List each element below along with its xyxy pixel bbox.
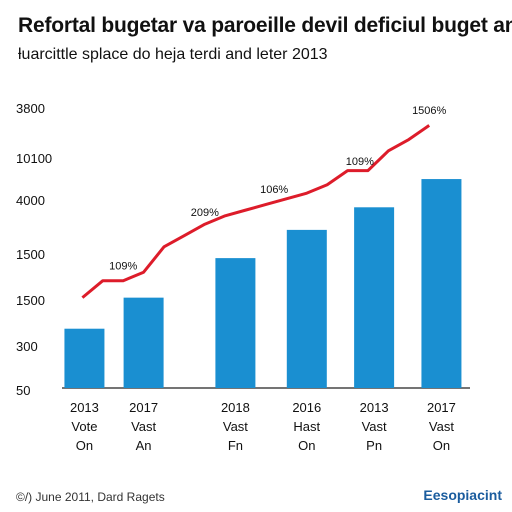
x-tick-label: 2013	[360, 400, 389, 415]
data-label: 209%	[191, 207, 219, 219]
data-label: 106%	[260, 184, 288, 196]
bar	[286, 229, 327, 388]
footer-credit: ©/) June 2011, Dard Ragets	[16, 490, 165, 504]
x-tick-label: Vast	[362, 419, 387, 434]
x-tick-label: On	[298, 438, 315, 453]
x-tick-label: An	[136, 438, 152, 453]
y-tick-label: 4000	[16, 193, 45, 208]
footer-brand: Eesopiacint	[423, 487, 502, 503]
bar-line-chart: 3800 10100 4000 1500 1500 300 50 2013 Vote On 2017…	[16, 101, 470, 453]
x-tick-label: Vast	[131, 419, 156, 434]
bar	[215, 258, 256, 388]
x-tick-label: Hast	[293, 419, 320, 434]
x-tick-label: 2018	[221, 400, 250, 415]
chart-title: Refortal bugetar va paroeille devil defi…	[18, 14, 512, 37]
x-tick-label: Pn	[366, 438, 382, 453]
y-tick-label: 10100	[16, 151, 52, 166]
line-series	[81, 124, 431, 299]
bar	[123, 297, 164, 388]
x-tick-label: Vast	[429, 419, 454, 434]
x-tick-label: 2013	[70, 400, 99, 415]
y-tick-label: 300	[16, 339, 38, 354]
x-tick-label: Vote	[71, 419, 97, 434]
bar	[64, 328, 105, 388]
data-label: 109%	[346, 156, 374, 168]
y-tick-label: 50	[16, 383, 30, 398]
data-label: 1506%	[412, 105, 446, 117]
x-tick-label: 2016	[292, 400, 321, 415]
x-tick-label: 2017	[427, 400, 456, 415]
y-tick-label: 1500	[16, 293, 45, 308]
chart-subtitle: ƚuarcittle splace do heja terdi and lete…	[18, 46, 328, 63]
x-tick-label: On	[433, 438, 450, 453]
x-tick-label: Vast	[223, 419, 248, 434]
bar	[421, 179, 462, 388]
data-label: 109%	[109, 260, 137, 272]
bar	[354, 207, 395, 388]
y-tick-label: 1500	[16, 247, 45, 262]
x-tick-label: 2017	[129, 400, 158, 415]
x-tick-label: On	[76, 438, 93, 453]
x-tick-label: Fn	[228, 438, 243, 453]
y-tick-label: 3800	[16, 101, 45, 116]
